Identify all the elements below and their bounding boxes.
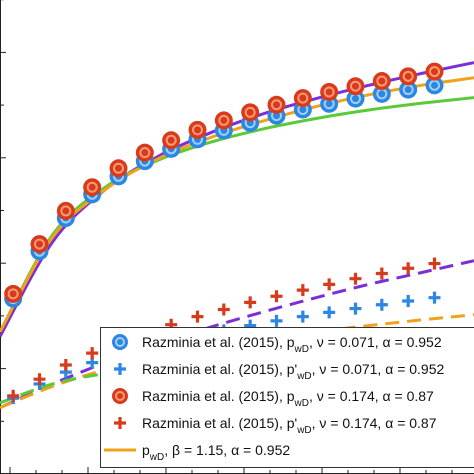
data-point-plus xyxy=(33,373,46,386)
data-point-plus xyxy=(428,257,441,270)
data-point-circle xyxy=(188,120,207,139)
data-point-circle xyxy=(293,89,312,108)
data-point-circle xyxy=(109,159,128,178)
data-point-circle xyxy=(241,103,260,122)
data-point-plus xyxy=(217,303,230,316)
data-point-ring xyxy=(297,92,309,104)
model-curve-dashed-2 xyxy=(0,259,474,409)
data-point-ring xyxy=(34,238,45,250)
data-point-circle xyxy=(56,201,75,220)
data-point-plus xyxy=(296,284,309,297)
data-point-ring xyxy=(139,147,151,159)
model-curve-solid-0 xyxy=(0,61,474,338)
data-point-plus xyxy=(375,298,388,311)
data-point-plus xyxy=(349,302,362,315)
data-point-plus xyxy=(86,347,99,360)
data-point-circle xyxy=(372,72,391,91)
data-point-ring xyxy=(323,86,335,98)
data-point-circle xyxy=(372,84,391,103)
data-point-ring xyxy=(244,106,256,118)
legend-marker-circle xyxy=(112,334,128,350)
legend-label: Razminia et al. (2015), pwD, ν = 0.071, … xyxy=(142,334,442,355)
data-point-plus xyxy=(59,358,72,371)
data-point-ring xyxy=(376,75,388,87)
data-point-ring xyxy=(429,66,440,78)
data-point-circle xyxy=(83,178,102,197)
legend-marker-ring xyxy=(115,391,125,401)
data-point-ring xyxy=(60,205,72,217)
legend-label: Razminia et al. (2015), p'wD, ν = 0.174,… xyxy=(142,415,437,436)
data-point-plus xyxy=(191,310,204,323)
data-point-ring xyxy=(218,114,230,126)
data-point-circle xyxy=(320,82,339,101)
data-point-ring xyxy=(165,134,177,146)
data-point-ring xyxy=(192,124,203,136)
data-point-ring xyxy=(429,79,440,91)
data-point-ring xyxy=(86,181,98,193)
data-point-ring xyxy=(402,70,414,82)
data-point-plus xyxy=(375,267,388,280)
data-point-plus xyxy=(270,290,283,303)
legend-label: pwD, β = 1.15, α = 0.952 xyxy=(142,442,290,463)
data-point-circle xyxy=(399,80,418,99)
data-point-circle xyxy=(425,62,444,81)
data-point-plus xyxy=(244,296,257,309)
legend-marker-plus xyxy=(114,363,126,375)
data-point-ring xyxy=(113,162,124,174)
data-point-plus xyxy=(7,389,20,402)
data-point-plus xyxy=(270,314,283,327)
data-point-circle xyxy=(399,67,418,86)
data-point-ring xyxy=(7,288,19,300)
data-point-plus xyxy=(323,278,336,291)
data-point-ring xyxy=(271,99,282,111)
data-point-plus xyxy=(323,306,336,319)
data-point-circle xyxy=(162,131,181,150)
data-point-circle xyxy=(4,284,23,303)
data-point-ring xyxy=(350,80,361,92)
data-point-plus xyxy=(428,291,441,304)
legend-label: Razminia et al. (2015), pwD, ν = 0.174, … xyxy=(142,388,434,409)
data-point-plus xyxy=(402,294,415,307)
data-point-plus xyxy=(349,272,362,285)
data-point-plus xyxy=(296,310,309,323)
data-point-circle xyxy=(267,95,286,114)
legend-marker-ring xyxy=(115,337,125,347)
legend-marker-plus xyxy=(114,417,126,429)
data-point-circle xyxy=(346,77,365,96)
data-point-circle xyxy=(214,111,233,130)
data-point-circle xyxy=(346,89,365,108)
data-point-plus xyxy=(402,262,415,275)
legend-label: Razminia et al. (2015), p'wD, ν = 0.071,… xyxy=(142,361,445,382)
data-point-circle xyxy=(135,143,154,162)
legend-marker-circle xyxy=(112,388,128,404)
data-point-circle xyxy=(425,76,444,95)
data-point-circle xyxy=(30,235,49,254)
legend: Razminia et al. (2015), pwD, ν = 0.071, … xyxy=(100,327,474,468)
legend-box xyxy=(100,327,474,468)
